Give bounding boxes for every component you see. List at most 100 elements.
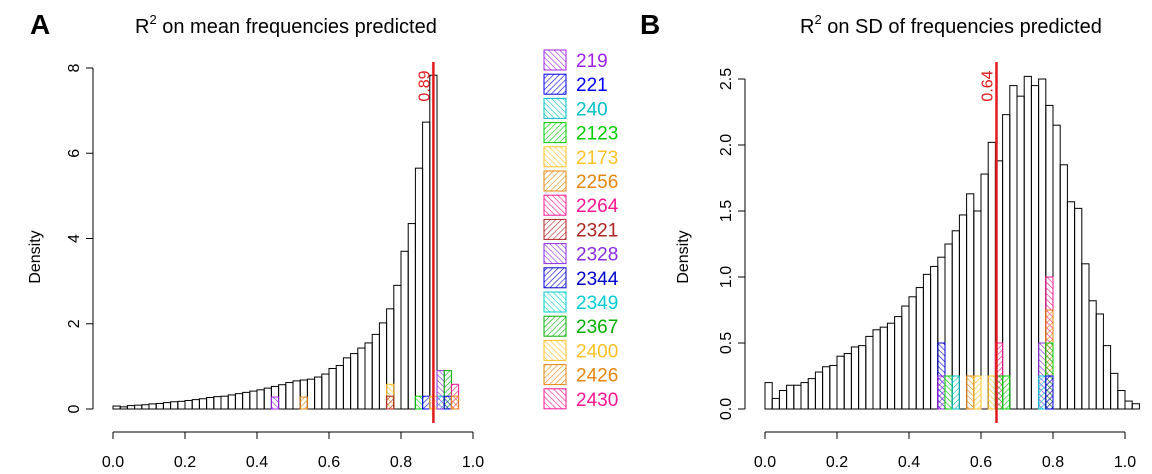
highlight-bar [422, 395, 431, 410]
histogram-bar [1066, 201, 1076, 410]
legend-label: 2173 [576, 148, 618, 169]
histogram-bar [980, 173, 989, 410]
histogram-bar [393, 284, 402, 410]
x-tick-label: 0.2 [174, 454, 196, 471]
histogram-bar [793, 384, 802, 410]
legend-label: 2264 [576, 196, 619, 217]
highlight-bar [270, 396, 280, 410]
legend-swatch [543, 122, 567, 144]
histogram-bar [198, 398, 208, 410]
histogram-bar [1131, 403, 1140, 410]
x-tick-label: 0.8 [390, 454, 412, 471]
histogram-bar [306, 378, 316, 410]
highlight-bar [951, 375, 960, 410]
histogram-bar [886, 322, 896, 410]
highlight-bar [944, 375, 953, 410]
legend-swatch [543, 146, 567, 168]
legend-swatch [543, 73, 567, 95]
y-tick-label: 4 [66, 234, 83, 243]
histogram-bar [1102, 345, 1112, 410]
histogram-bar [901, 305, 910, 410]
histogram-bar [829, 364, 838, 410]
panel-a-letter: A [30, 9, 50, 40]
panel-b: B R2 on SD of frequencies predicted Dens… [640, 9, 1140, 471]
legend-label: 2328 [576, 245, 618, 266]
highlight-bar [414, 395, 424, 410]
y-tick-label: 6 [66, 149, 83, 158]
histogram-bar [378, 322, 388, 410]
histogram-bar [1117, 390, 1126, 410]
highlight-bar [937, 375, 946, 410]
histogram-bar [1009, 85, 1018, 410]
histogram-bar [242, 391, 251, 410]
panel-b-title: R2 on SD of frequencies predicted [800, 12, 1102, 38]
panel-a-axes: 0.0 0.2 0.4 0.6 0.8 1.0 0 2 4 6 8 [66, 63, 484, 471]
legend-swatch [543, 339, 567, 361]
panel-b-bars [764, 75, 1140, 410]
histogram-bar [314, 376, 323, 410]
histogram-bar [126, 405, 136, 410]
histogram-bar [249, 390, 258, 410]
highlight-bar [386, 395, 395, 410]
legend-swatch [543, 97, 567, 119]
histogram-bar [141, 404, 150, 410]
histogram-bar [836, 355, 845, 410]
x-tick-label: 1.0 [1114, 454, 1136, 471]
histogram-bar [213, 396, 222, 410]
x-tick-label: 1.0 [462, 454, 484, 471]
histogram-bar [170, 401, 179, 410]
histogram-bar [155, 402, 164, 410]
histogram-bar [922, 273, 932, 410]
histogram-bar [843, 353, 852, 410]
highlight-bar [436, 370, 445, 410]
highlight-bar [1045, 375, 1054, 410]
y-tick-label: 2 [66, 319, 83, 328]
histogram-bar [278, 384, 287, 410]
histogram-bar [256, 389, 265, 410]
y-tick-label: 1.0 [718, 266, 735, 288]
highlight-bar [1038, 375, 1047, 410]
histogram-bar [872, 329, 881, 410]
histogram-bar [177, 400, 186, 410]
x-tick-label: 0.2 [826, 454, 848, 471]
histogram-bar [958, 214, 968, 410]
histogram-bar [184, 399, 193, 410]
histogram-bar [263, 387, 272, 410]
histogram-bar [414, 167, 424, 410]
histogram-bar [1110, 372, 1119, 410]
histogram-bar [400, 250, 409, 410]
panel-a-reference-line: 0.89 [416, 62, 435, 423]
legend-label: 2123 [576, 124, 618, 145]
histogram-bar [822, 366, 831, 410]
highlight-bar [443, 395, 452, 410]
legend-label: 221 [576, 75, 608, 96]
legend-swatch [543, 194, 567, 216]
histogram-bar [894, 316, 903, 410]
legend-swatch [543, 49, 567, 71]
legend-label: 2321 [576, 220, 618, 241]
histogram-bar [908, 296, 917, 410]
histogram-bar [134, 404, 143, 410]
legend-label: 2349 [576, 293, 618, 314]
histogram-bar [350, 353, 359, 410]
histogram-bar [112, 405, 121, 410]
legend-swatch [543, 364, 567, 386]
legend-swatch [543, 243, 567, 265]
highlight-bar [973, 375, 982, 410]
highlight-bar [299, 396, 308, 410]
legend-label: 2430 [576, 390, 618, 411]
legend-label: 219 [576, 51, 608, 72]
histogram-bar [778, 390, 788, 410]
x-tick-label: 0.4 [246, 454, 268, 471]
highlight-bar [987, 375, 996, 410]
panel-a: A R2 on mean frequencies predicted Densi… [27, 9, 484, 471]
histogram-bar [1002, 114, 1011, 410]
histogram-bar [191, 399, 200, 410]
histogram-bar [987, 141, 996, 410]
histogram-bar [1081, 263, 1090, 410]
histogram-bar [764, 382, 773, 410]
y-tick-label: 2.5 [718, 68, 735, 90]
panel-b-reference-line: 0.64 [979, 62, 998, 423]
panel-a-bars [112, 74, 438, 410]
histogram-bar [364, 342, 373, 410]
